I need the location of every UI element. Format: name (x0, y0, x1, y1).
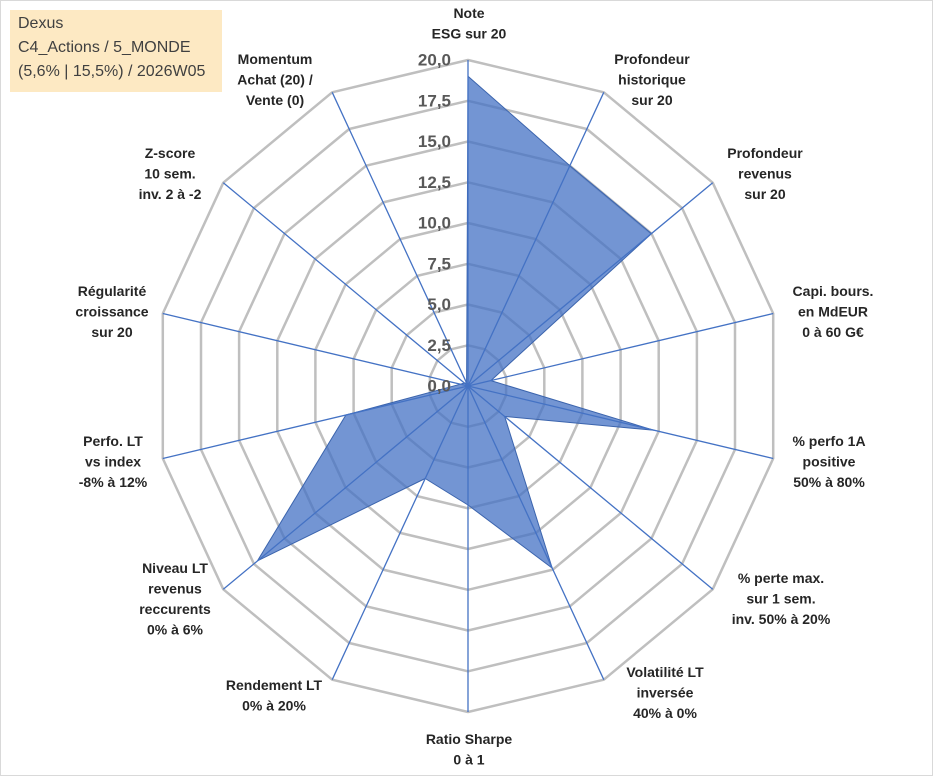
axis-spoke (162, 385, 469, 460)
category-label-line: positive (803, 454, 856, 470)
info-line-company: Dexus (18, 15, 64, 32)
category-label: Niveau LT revenus reccurents 0% à 6% (139, 560, 211, 638)
category-label-line: inv. 50% à 20% (732, 611, 831, 627)
tick-label: 0,0 (427, 377, 451, 396)
tick-label: 7,5 (427, 254, 451, 273)
category-label-line: 0 à 60 G€ (802, 324, 864, 340)
category-label: Capi. bours. en MdEUR 0 à 60 G€ (793, 283, 874, 340)
axis-spoke (467, 92, 605, 387)
tick-label: 5,0 (427, 295, 451, 314)
tick-label: 17,5 (418, 91, 451, 110)
category-label-line: Capi. bours. (793, 283, 874, 299)
category-label-line: Achat (20) / (237, 72, 313, 88)
category-label-line: croissance (75, 304, 148, 320)
category-label-line: 0% à 20% (242, 698, 306, 714)
category-label-line: Momentum (238, 51, 313, 67)
category-label: Perfo. LT vs index -8% à 12% (79, 433, 148, 490)
axis-spoke (467, 182, 714, 387)
tick-label: 20,0 (418, 51, 451, 70)
category-label-line: 40% à 0% (633, 705, 697, 721)
category-label-line: sur 20 (744, 186, 785, 202)
category-label-line: sur 20 (91, 324, 132, 340)
category-label-line: Profondeur (727, 145, 803, 161)
axis-spokes (162, 60, 774, 712)
category-label-line: Ratio Sharpe (426, 731, 513, 747)
axis-spoke (467, 385, 774, 460)
category-label: Volatilité LT inversée 40% à 0% (626, 664, 704, 721)
value-tick-labels: 0,0 2,5 5,0 7,5 10,0 12,5 15,0 17,5 20,0 (418, 51, 451, 396)
category-label-line: Rendement LT (226, 677, 323, 693)
category-label-line: sur 1 sem. (746, 591, 815, 607)
axis-spoke (331, 92, 469, 387)
category-label: Régularité croissance sur 20 (75, 283, 148, 340)
category-label: Z-score 10 sem. inv. 2 à -2 (139, 145, 202, 202)
category-label: Profondeur revenus sur 20 (727, 145, 803, 202)
category-label-line: -8% à 12% (79, 474, 148, 490)
category-label-line: % perte max. (738, 570, 824, 586)
tick-label: 2,5 (427, 336, 451, 355)
info-line-category: C4_Actions / 5_MONDE (18, 39, 191, 56)
category-label-line: Perfo. LT (83, 433, 143, 449)
category-label-line: reccurents (139, 601, 211, 617)
info-line-stats: (5,6% | 15,5%) / 2026W05 (18, 63, 206, 80)
axis-spoke (467, 385, 714, 590)
category-label: % perfo 1A positive 50% à 80% (792, 433, 865, 490)
category-label: Ratio Sharpe 0 à 1 (426, 731, 513, 768)
category-label-line: Niveau LT (142, 560, 208, 576)
category-label: % perte max. sur 1 sem. inv. 50% à 20% (732, 570, 831, 627)
category-label-line: Volatilité LT (626, 664, 704, 680)
category-label-line: Note (453, 5, 484, 21)
category-label-line: historique (618, 72, 686, 88)
category-labels: Note ESG sur 20 Profondeur historique sur 20… (75, 5, 873, 768)
category-label-line: Régularité (78, 283, 147, 299)
category-label: Profondeur historique sur 20 (614, 51, 690, 108)
axis-spoke (162, 312, 469, 387)
category-label-line: 0% à 6% (147, 622, 204, 638)
axis-spoke (467, 312, 774, 387)
category-label-line: ESG sur 20 (432, 26, 507, 42)
category-label-line: 10 sem. (144, 166, 195, 182)
category-label-line: revenus (148, 581, 202, 597)
category-label-line: 0 à 1 (453, 752, 484, 768)
tick-label: 10,0 (418, 214, 451, 233)
category-label-line: vs index (85, 454, 141, 470)
category-label: Rendement LT 0% à 20% (226, 677, 323, 714)
category-label: Note ESG sur 20 (432, 5, 507, 42)
category-label-line: revenus (738, 166, 792, 182)
tick-label: 15,0 (418, 132, 451, 151)
axis-spoke (331, 385, 469, 680)
axis-spoke (222, 385, 469, 590)
category-label-line: Vente (0) (246, 92, 304, 108)
category-label-line: sur 20 (631, 92, 672, 108)
tick-label: 12,5 (418, 173, 451, 192)
category-label-line: % perfo 1A (792, 433, 865, 449)
category-label-line: inv. 2 à -2 (139, 186, 202, 202)
category-label-line: 50% à 80% (793, 474, 865, 490)
axis-spoke (467, 385, 605, 680)
category-label-line: en MdEUR (798, 304, 868, 320)
category-label-line: Z-score (145, 145, 196, 161)
category-label: Momentum Achat (20) / Vente (0) (237, 51, 313, 108)
axis-spoke (222, 182, 469, 387)
category-label-line: inversée (637, 685, 694, 701)
info-box: Dexus C4_Actions / 5_MONDE (5,6% | 15,5%… (10, 10, 222, 92)
category-label-line: Profondeur (614, 51, 690, 67)
